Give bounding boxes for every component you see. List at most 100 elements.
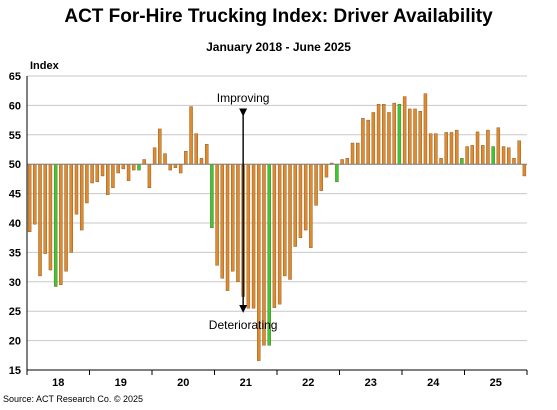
bar — [507, 147, 511, 165]
x-tick-label: 19 — [115, 377, 127, 389]
bar — [147, 163, 152, 188]
bar — [449, 132, 454, 165]
bar — [340, 159, 344, 165]
bar — [465, 146, 469, 165]
y-tick-label: 30 — [9, 277, 21, 289]
bar — [382, 104, 386, 165]
bar — [486, 129, 490, 165]
source-note: Source: ACT Research Co. © 2025 — [3, 394, 144, 404]
bar — [126, 163, 131, 181]
bar — [64, 163, 68, 272]
bar — [423, 93, 428, 165]
bar — [59, 163, 63, 285]
bar — [413, 108, 417, 165]
x-tick-label: 22 — [302, 377, 314, 389]
bar — [283, 163, 287, 277]
bar — [517, 140, 521, 165]
bar — [90, 163, 94, 184]
bar — [434, 133, 438, 165]
y-tick-label: 20 — [9, 336, 21, 348]
bar — [475, 131, 480, 165]
bar — [397, 104, 402, 165]
chart-title: ACT For-Hire Trucking Index: Driver Avai… — [64, 6, 493, 27]
bar — [38, 163, 42, 277]
bar — [53, 163, 58, 287]
bar — [371, 112, 376, 165]
bar — [392, 102, 396, 165]
bar — [79, 163, 84, 231]
bar — [95, 163, 100, 183]
annotations: Improving Deteriorating — [209, 91, 278, 332]
bar — [121, 163, 126, 170]
bar — [48, 163, 53, 271]
bar — [481, 145, 485, 165]
bar — [460, 158, 464, 165]
bar — [251, 163, 256, 309]
bar — [324, 163, 329, 178]
x-tick-label: 23 — [365, 377, 377, 389]
y-tick-label: 60 — [9, 100, 21, 112]
bar — [246, 163, 251, 309]
y-tick-label: 15 — [9, 365, 21, 377]
bar — [137, 163, 141, 171]
bar — [345, 158, 350, 165]
bar — [163, 153, 167, 165]
bar — [100, 163, 105, 177]
bar — [173, 163, 178, 168]
bar — [43, 163, 47, 254]
y-tick-label: 55 — [9, 130, 21, 142]
bar — [309, 163, 313, 248]
bar — [194, 133, 198, 165]
bar — [293, 163, 297, 247]
bar — [366, 119, 370, 165]
bar — [220, 163, 225, 279]
bars — [27, 93, 527, 361]
bar — [501, 146, 506, 165]
bar — [428, 133, 433, 165]
bar — [303, 163, 308, 231]
bar — [33, 163, 37, 225]
bar — [376, 104, 381, 165]
bar — [335, 163, 339, 183]
y-tick-label: 45 — [9, 189, 21, 201]
bar — [231, 163, 235, 272]
bar — [142, 159, 146, 165]
x-tick-label: 18 — [52, 377, 64, 389]
bar — [106, 163, 110, 195]
bar — [111, 163, 115, 188]
bar — [350, 142, 355, 165]
bar — [69, 163, 73, 253]
bar — [439, 158, 443, 165]
bar — [512, 158, 516, 165]
bar — [225, 163, 230, 291]
bar — [277, 163, 282, 305]
y-tick-label: 65 — [9, 71, 21, 83]
bar — [272, 163, 277, 308]
bar — [387, 112, 391, 165]
bar — [491, 146, 495, 165]
bar — [444, 132, 448, 165]
bar — [116, 163, 120, 174]
bar — [168, 163, 172, 171]
bar — [288, 163, 292, 280]
bar — [298, 163, 303, 238]
bar — [454, 129, 459, 165]
bar — [215, 163, 219, 266]
bar — [314, 163, 318, 206]
annotation-improving: Improving — [217, 91, 270, 105]
axes: 15 20 25 30 35 40 45 50 55 60 65 18 19 20 21 22 23 24 25 — [9, 71, 528, 389]
bar — [319, 163, 323, 191]
bar — [132, 163, 136, 171]
bar — [236, 163, 240, 282]
bar — [210, 163, 214, 228]
bar — [189, 106, 193, 165]
y-tick-label: 40 — [9, 218, 21, 230]
bar — [356, 142, 360, 165]
bar — [408, 108, 412, 165]
bar — [496, 127, 501, 165]
bar — [85, 163, 89, 204]
bar — [522, 163, 527, 177]
bar — [184, 151, 188, 165]
bar — [158, 128, 162, 165]
